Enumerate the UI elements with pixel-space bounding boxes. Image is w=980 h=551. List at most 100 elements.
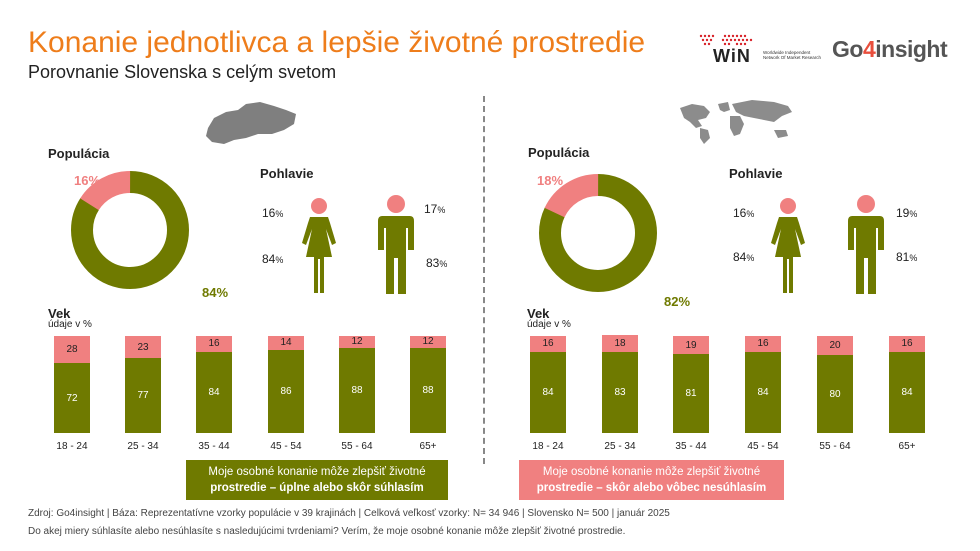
unit-label-world: údaje v %: [527, 319, 571, 330]
age-bar-sk: 14 86: [268, 336, 304, 433]
age-category-label: 25 - 34: [127, 441, 159, 452]
page-title: Konanie jednotlivca a lepšie životné pro…: [28, 26, 646, 59]
age-bar-disagree-segment: 16: [889, 336, 925, 352]
gender-label-world: Pohlavie: [729, 166, 783, 181]
age-bar-agree-segment: 72: [54, 363, 90, 433]
age-bar-agree-segment: 88: [410, 347, 446, 433]
population-donut-sk: [71, 170, 189, 289]
donut-agree-label-world: 82%: [664, 294, 691, 309]
male-agree-pct-world: 81%: [896, 250, 918, 264]
male-disagree-pct-sk: 17%: [424, 202, 446, 216]
panel-divider: [483, 96, 485, 464]
age-bar-sk: 12 88: [410, 336, 446, 433]
age-category-label: 45 - 54: [747, 441, 779, 452]
age-bar-agree-segment: 77: [125, 358, 161, 433]
age-label-sk: Vek: [48, 306, 71, 321]
age-bar-agree-segment: 88: [339, 347, 375, 433]
age-bar-sk: 28 72: [54, 336, 90, 433]
win-logo-text: WiN: [713, 46, 751, 66]
age-bar-disagree-segment: 23: [125, 336, 161, 359]
age-bar-disagree-segment: 16: [196, 336, 232, 352]
footer-question: Do akej miery súhlasíte alebo nesúhlasít…: [28, 526, 626, 537]
male-agree-value-sk: 83: [426, 256, 440, 270]
age-bar-disagree-segment: 20: [817, 336, 853, 356]
age-category-label: 55 - 64: [819, 441, 851, 452]
donut-disagree-label-world: 18%: [537, 173, 564, 188]
male-icon: [848, 195, 884, 294]
age-bar-agree-segment: 84: [196, 351, 232, 433]
go4insight-logo-insight: insight: [875, 36, 948, 62]
age-bar-disagree-segment: 14: [268, 336, 304, 350]
male-disagree-value-sk: 17: [424, 202, 438, 216]
age-bar-disagree-segment: 18: [602, 335, 638, 353]
age-bar-agree-segment: 81: [673, 354, 709, 433]
donut-disagree-arc-world: [539, 174, 657, 292]
go4insight-logo: Go4insight: [832, 36, 948, 63]
world-dots-icon: [699, 34, 753, 46]
age-bar-world: 20 80: [817, 336, 853, 433]
age-bar-disagree-segment: 16: [530, 336, 566, 352]
age-bar-sk: 12 88: [339, 336, 375, 433]
age-category-label: 18 - 24: [532, 441, 564, 452]
age-bar-world: 19 81: [673, 336, 709, 433]
age-category-label: 55 - 64: [341, 441, 373, 452]
world-map-icon: [680, 100, 792, 144]
age-bar-disagree-segment: 16: [745, 336, 781, 352]
legend-agree-line2: prostredie – úplne alebo skôr súhlasím: [210, 482, 424, 494]
age-category-label: 18 - 24: [56, 441, 88, 452]
female-agree-value-sk: 84: [262, 252, 276, 266]
age-bar-sk: 16 84: [196, 336, 232, 433]
male-disagree-value-world: 19: [896, 206, 910, 220]
male-disagree-pct-world: 19%: [896, 206, 918, 220]
female-disagree-value-world: 16: [733, 206, 747, 220]
age-bar-disagree-segment: 19: [673, 336, 709, 355]
age-bar-agree-segment: 84: [745, 351, 781, 433]
page-subtitle: Porovnanie Slovenska s celým svetom: [28, 62, 337, 82]
male-icon: [378, 195, 414, 294]
legend-disagree: Moje osobné konanie môže zlepšiť životné…: [519, 460, 784, 500]
age-bar-disagree-segment: 12: [339, 336, 375, 348]
go4insight-logo-four: 4: [862, 36, 876, 62]
footer-source: Zdroj: Go4insight | Báza: Reprezentatívn…: [28, 508, 670, 519]
legend-agree: Moje osobné konanie môže zlepšiť životné…: [186, 460, 448, 500]
age-label-world: Vek: [527, 306, 550, 321]
population-label-sk: Populácia: [48, 146, 110, 161]
age-category-label: 35 - 44: [198, 441, 230, 452]
age-category-label: 65+: [419, 441, 437, 452]
female-icon: [771, 198, 805, 293]
female-icon: [302, 198, 336, 293]
legend-disagree-line1: Moje osobné konanie môže zlepšiť životné: [542, 466, 761, 478]
age-bar-world: 16 84: [889, 336, 925, 433]
female-disagree-pct-sk: 16%: [262, 206, 284, 220]
age-bar-sk: 23 77: [125, 336, 161, 433]
female-agree-pct-world: 84%: [733, 250, 755, 264]
win-logo: WiN Worldwide Independent Network Of Mar…: [695, 30, 822, 72]
age-bar-agree-segment: 84: [530, 351, 566, 433]
donut-disagree-arc-sk: [71, 170, 189, 289]
male-agree-value-world: 81: [896, 250, 910, 264]
age-bar-world: 18 83: [602, 335, 638, 433]
population-label-world: Populácia: [528, 145, 590, 160]
age-category-label: 25 - 34: [604, 441, 636, 452]
age-bar-world: 16 84: [530, 336, 566, 433]
donut-agree-label-sk: 84%: [202, 285, 229, 300]
age-category-label: 65+: [898, 441, 916, 452]
age-bar-agree-segment: 84: [889, 351, 925, 433]
go4insight-logo-go: Go: [832, 36, 863, 62]
slovakia-map-icon: [206, 102, 296, 144]
age-category-label: 35 - 44: [675, 441, 707, 452]
male-agree-pct-sk: 83%: [426, 256, 448, 270]
age-bar-disagree-segment: 12: [410, 336, 446, 348]
age-bar-agree-segment: 83: [602, 352, 638, 433]
female-disagree-value-sk: 16: [262, 206, 276, 220]
age-bar-world: 16 84: [745, 336, 781, 433]
age-category-label: 45 - 54: [270, 441, 302, 452]
age-bar-agree-segment: 80: [817, 355, 853, 433]
legend-agree-line1: Moje osobné konanie môže zlepšiť životné: [208, 466, 426, 478]
donut-disagree-label-sk: 16%: [74, 173, 101, 188]
unit-label-sk: údaje v %: [48, 319, 92, 330]
age-bar-disagree-segment: 28: [54, 336, 90, 364]
population-donut-world: [539, 174, 657, 292]
win-logo-tagline: Worldwide Independent Network Of Market …: [763, 50, 822, 60]
female-agree-value-world: 84: [733, 250, 747, 264]
